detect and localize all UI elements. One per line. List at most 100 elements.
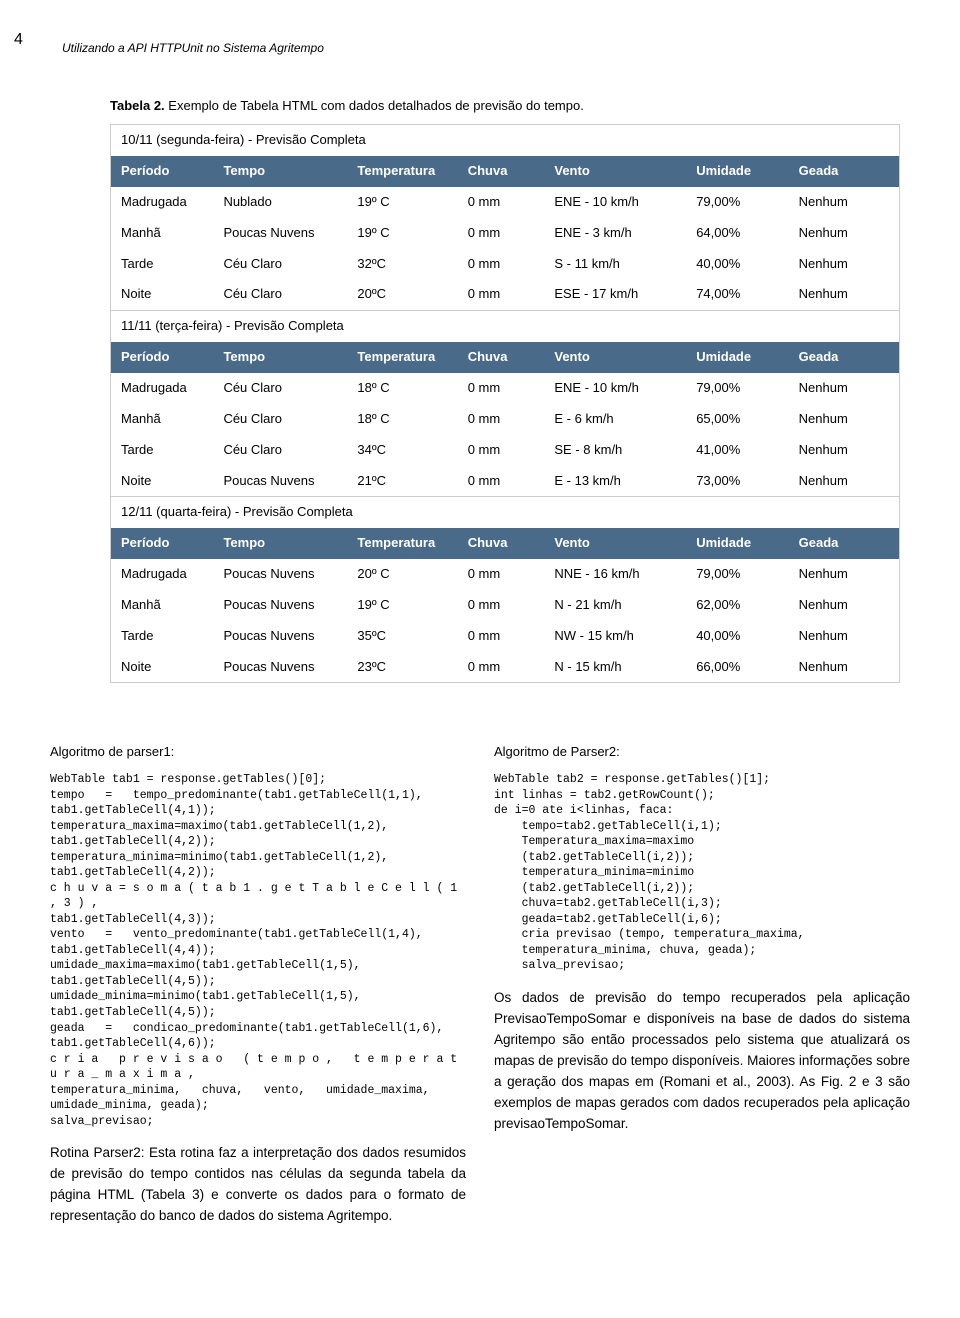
- table-cell: Nenhum: [789, 279, 899, 310]
- table-cell: E - 13 km/h: [544, 466, 686, 497]
- table-header: Vento: [544, 528, 686, 559]
- table-cell: Nenhum: [789, 466, 899, 497]
- table-header: Temperatura: [347, 156, 457, 187]
- table-row: ManhãPoucas Nuvens19º C0 mmN - 21 km/h62…: [111, 590, 899, 621]
- left-column: Algoritmo de parser1: WebTable tab1 = re…: [50, 743, 466, 1236]
- table-row: TardeCéu Claro34ºC0 mmSE - 8 km/h41,00%N…: [111, 435, 899, 466]
- table-cell: 0 mm: [458, 373, 545, 404]
- table-cell: NW - 15 km/h: [544, 621, 686, 652]
- table-cell: 65,00%: [686, 404, 788, 435]
- table-cell: SE - 8 km/h: [544, 435, 686, 466]
- table-cell: 79,00%: [686, 559, 788, 590]
- table-cell: Noite: [111, 279, 213, 310]
- table-cell: Poucas Nuvens: [213, 218, 347, 249]
- table-cell: ENE - 10 km/h: [544, 373, 686, 404]
- table-cell: Tarde: [111, 621, 213, 652]
- table-cell: 19º C: [347, 187, 457, 218]
- table-row: TardePoucas Nuvens35ºC0 mmNW - 15 km/h40…: [111, 621, 899, 652]
- table-row: ManhãCéu Claro18º C0 mmE - 6 km/h65,00%N…: [111, 404, 899, 435]
- table-cell: Poucas Nuvens: [213, 652, 347, 683]
- table-cell: 62,00%: [686, 590, 788, 621]
- table-cell: Nenhum: [789, 187, 899, 218]
- table-cell: E - 6 km/h: [544, 404, 686, 435]
- table-cell: Nenhum: [789, 590, 899, 621]
- forecast-day-title: 10/11 (segunda-feira) - Previsão Complet…: [111, 125, 899, 156]
- table-cell: 0 mm: [458, 590, 545, 621]
- table-cell: ENE - 10 km/h: [544, 187, 686, 218]
- table-header: Chuva: [458, 156, 545, 187]
- table-cell: Nenhum: [789, 373, 899, 404]
- table-cell: Nenhum: [789, 621, 899, 652]
- table-header: Período: [111, 156, 213, 187]
- table-header: Temperatura: [347, 342, 457, 373]
- table-header: Geada: [789, 342, 899, 373]
- table-cell: Madrugada: [111, 187, 213, 218]
- table-cell: Noite: [111, 466, 213, 497]
- table-cell: Poucas Nuvens: [213, 590, 347, 621]
- table-cell: 74,00%: [686, 279, 788, 310]
- table-cell: Nublado: [213, 187, 347, 218]
- table-cell: 73,00%: [686, 466, 788, 497]
- forecast-day-title: 12/11 (quarta-feira) - Previsão Completa: [111, 496, 899, 528]
- results-paragraph: Os dados de previsão do tempo recuperado…: [494, 988, 910, 1134]
- parser1-code: WebTable tab1 = response.getTables()[0];…: [50, 772, 466, 1129]
- table-cell: Nenhum: [789, 652, 899, 683]
- table-header: Geada: [789, 528, 899, 559]
- table-cell: 18º C: [347, 373, 457, 404]
- table-row: MadrugadaPoucas Nuvens20º C0 mmNNE - 16 …: [111, 559, 899, 590]
- table-cell: 0 mm: [458, 218, 545, 249]
- table-header: Chuva: [458, 528, 545, 559]
- table-cell: Noite: [111, 652, 213, 683]
- table-cell: Céu Claro: [213, 249, 347, 280]
- table-cell: Poucas Nuvens: [213, 466, 347, 497]
- page-number: 4: [14, 28, 23, 51]
- parser2-title: Algoritmo de Parser2:: [494, 743, 910, 762]
- running-title: Utilizando a API HTTPUnit no Sistema Agr…: [62, 40, 910, 57]
- table-cell: Madrugada: [111, 559, 213, 590]
- table-cell: Madrugada: [111, 373, 213, 404]
- table-cell: 20ºC: [347, 279, 457, 310]
- table-cell: 0 mm: [458, 404, 545, 435]
- table-cell: 40,00%: [686, 249, 788, 280]
- table-cell: 19º C: [347, 590, 457, 621]
- table-cell: NNE - 16 km/h: [544, 559, 686, 590]
- table-cell: 23ºC: [347, 652, 457, 683]
- right-column: Algoritmo de Parser2: WebTable tab2 = re…: [494, 743, 910, 1236]
- table-cell: 0 mm: [458, 187, 545, 218]
- table-cell: N - 21 km/h: [544, 590, 686, 621]
- table-cell: Nenhum: [789, 218, 899, 249]
- forecast-table: PeríodoTempoTemperaturaChuvaVentoUmidade…: [111, 156, 899, 310]
- table-header: Chuva: [458, 342, 545, 373]
- table-header: Umidade: [686, 156, 788, 187]
- table-cell: 0 mm: [458, 559, 545, 590]
- table-header: Vento: [544, 342, 686, 373]
- table-row: NoiteCéu Claro20ºC0 mmESE - 17 km/h74,00…: [111, 279, 899, 310]
- table-row: NoitePoucas Nuvens23ºC0 mmN - 15 km/h66,…: [111, 652, 899, 683]
- table-cell: Nenhum: [789, 404, 899, 435]
- table-cell: Manhã: [111, 218, 213, 249]
- table-cell: ENE - 3 km/h: [544, 218, 686, 249]
- table-caption: Tabela 2. Exemplo de Tabela HTML com dad…: [110, 97, 910, 116]
- table-cell: Nenhum: [789, 435, 899, 466]
- parser1-title: Algoritmo de parser1:: [50, 743, 466, 762]
- table-cell: 34ºC: [347, 435, 457, 466]
- caption-label: Tabela 2.: [110, 98, 165, 113]
- table-row: ManhãPoucas Nuvens19º C0 mmENE - 3 km/h6…: [111, 218, 899, 249]
- table-header: Período: [111, 528, 213, 559]
- table-cell: 0 mm: [458, 652, 545, 683]
- table-cell: 35ºC: [347, 621, 457, 652]
- table-cell: 79,00%: [686, 373, 788, 404]
- table-header: Tempo: [213, 156, 347, 187]
- table-header: Tempo: [213, 528, 347, 559]
- table-cell: Nenhum: [789, 249, 899, 280]
- forecast-day-title: 11/11 (terça-feira) - Previsão Completa: [111, 310, 899, 342]
- table-cell: 0 mm: [458, 249, 545, 280]
- table-cell: 32ºC: [347, 249, 457, 280]
- table-row: MadrugadaNublado19º C0 mmENE - 10 km/h79…: [111, 187, 899, 218]
- table-cell: 0 mm: [458, 279, 545, 310]
- table-cell: 64,00%: [686, 218, 788, 249]
- table-cell: 79,00%: [686, 187, 788, 218]
- table-cell: 0 mm: [458, 435, 545, 466]
- forecast-table: PeríodoTempoTemperaturaChuvaVentoUmidade…: [111, 342, 899, 496]
- table-row: MadrugadaCéu Claro18º C0 mmENE - 10 km/h…: [111, 373, 899, 404]
